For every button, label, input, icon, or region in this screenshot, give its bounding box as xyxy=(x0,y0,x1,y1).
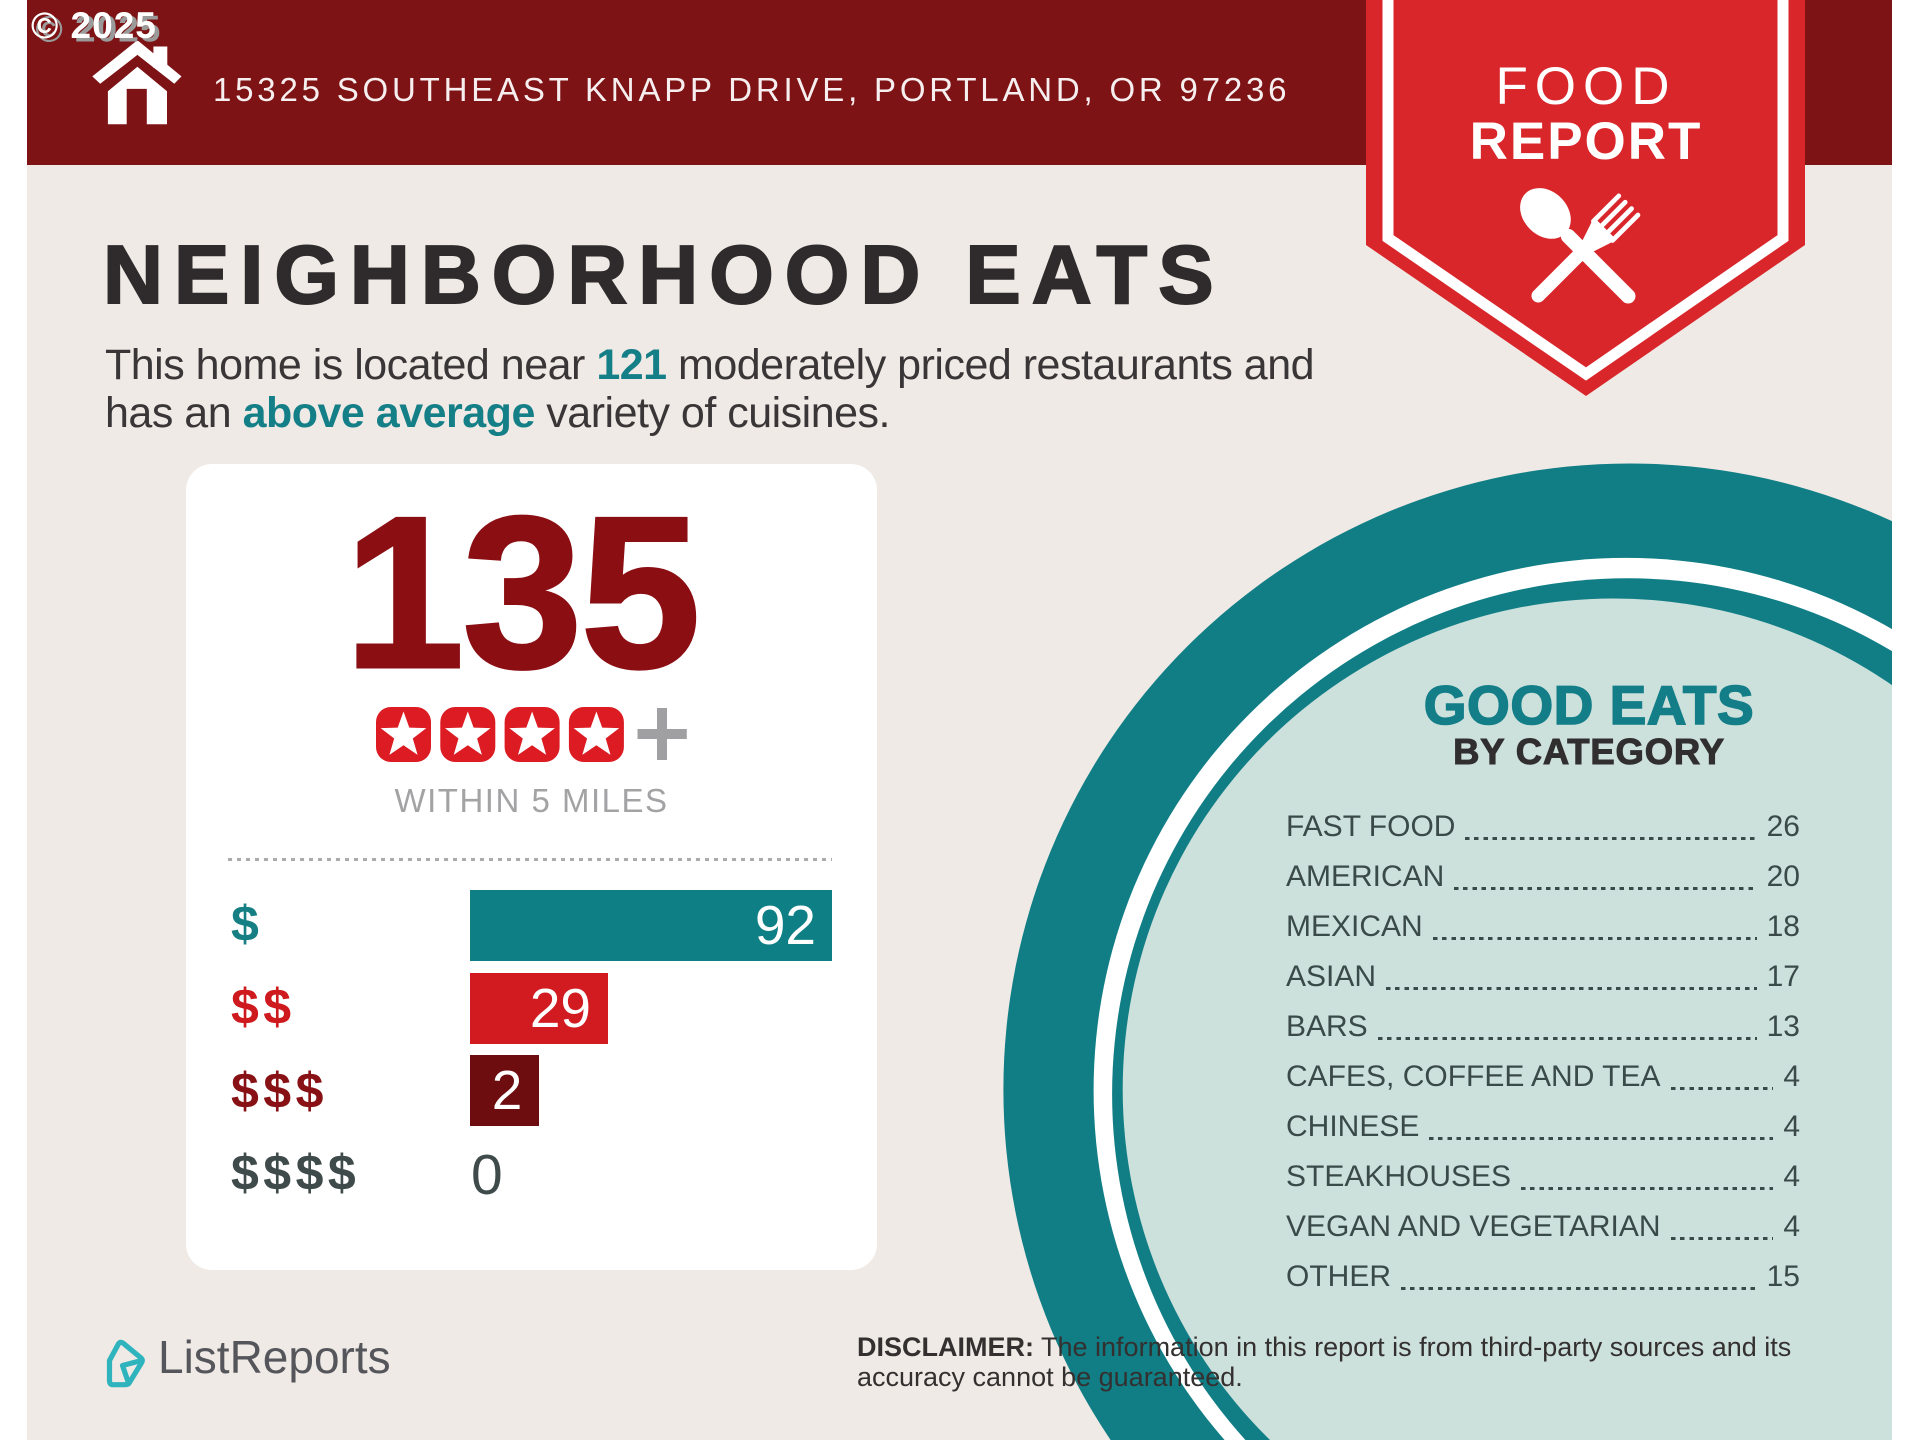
svg-text:REPORT: REPORT xyxy=(1470,112,1703,171)
svg-text:© 2025: © 2025 xyxy=(36,9,162,50)
svg-text:© 2025: © 2025 xyxy=(31,5,157,46)
svg-text:FOOD: FOOD xyxy=(1495,57,1676,116)
